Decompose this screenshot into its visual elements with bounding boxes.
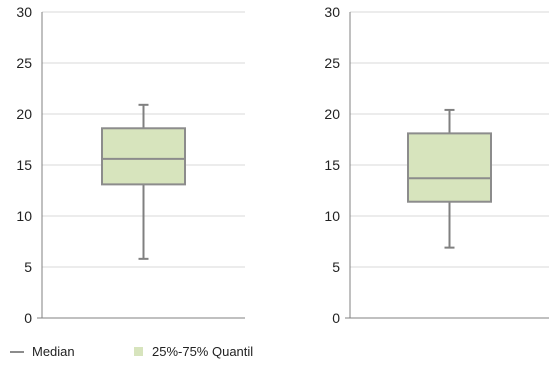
y-tick-label: 20 xyxy=(324,106,340,122)
legend-median-swatch xyxy=(10,350,24,353)
y-tick-label: 30 xyxy=(16,4,32,20)
y-tick-label: 25 xyxy=(324,55,340,71)
legend-quantile-label: 25%-75% Quantil xyxy=(152,344,254,359)
legend: Median 25%-75% Quantil xyxy=(0,344,551,364)
y-tick-label: 30 xyxy=(324,4,340,20)
y-tick-label: 10 xyxy=(324,208,340,224)
legend-median-label: Median xyxy=(32,344,75,359)
y-tick-label: 20 xyxy=(16,106,32,122)
legend-item-quantile: 25%-75% Quantil xyxy=(134,344,253,359)
y-tick-label: 5 xyxy=(24,259,32,275)
quantile-box xyxy=(407,132,492,203)
y-tick-label: 5 xyxy=(332,259,340,275)
quantile-box xyxy=(101,127,186,186)
y-tick-label: 10 xyxy=(16,208,32,224)
legend-quantile-swatch xyxy=(134,347,143,356)
y-tick-label: 15 xyxy=(16,157,32,173)
legend-item-median: Median xyxy=(10,344,75,359)
y-tick-label: 0 xyxy=(332,310,340,326)
y-tick-label: 25 xyxy=(16,55,32,71)
y-tick-label: 0 xyxy=(24,310,32,326)
y-tick-label: 15 xyxy=(324,157,340,173)
